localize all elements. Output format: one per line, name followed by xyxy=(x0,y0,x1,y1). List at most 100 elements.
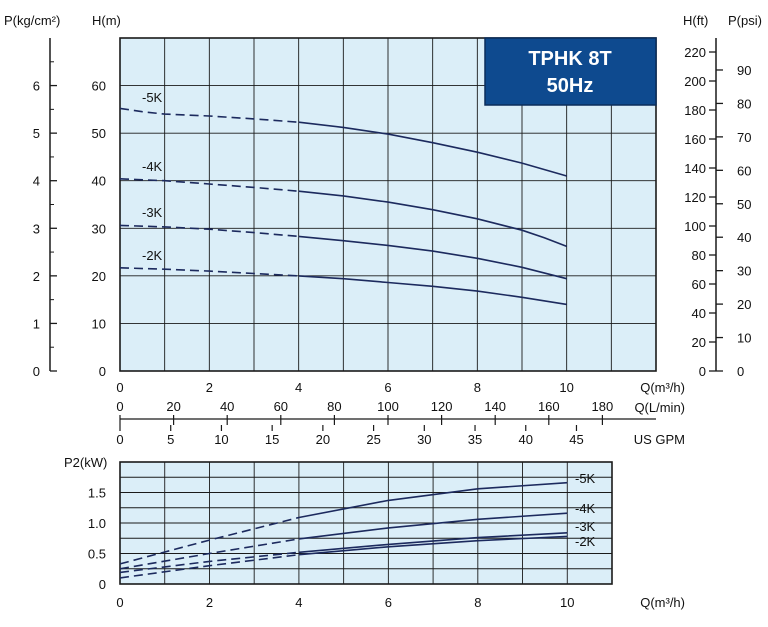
flow-m3h-tick-label: 2 xyxy=(206,380,213,395)
head-tick-label: 50 xyxy=(92,126,106,141)
flow-lmin-tick-label: 120 xyxy=(431,399,453,414)
power-plot-grid xyxy=(120,462,612,584)
power-2k-curve-dashed xyxy=(119,553,299,579)
flow-m3h-tick-label: 0 xyxy=(116,380,123,395)
flow-m3h-tick-label: 8 xyxy=(474,380,481,395)
psi-tick-label: 90 xyxy=(737,63,751,78)
power-flow-tick-label: 10 xyxy=(560,595,574,610)
psi-axis-label: P(psi) xyxy=(728,13,762,28)
power-flow-tick-label: 8 xyxy=(474,595,481,610)
power-tick-label: 0 xyxy=(99,577,106,592)
power-axis-label: P2(kW) xyxy=(64,455,107,470)
head-tick-label: 60 xyxy=(92,79,106,94)
head-ft-axis-label: H(ft) xyxy=(683,13,708,28)
psi-tick-label: 0 xyxy=(737,364,744,379)
model-name: TPHK 8T xyxy=(528,48,611,70)
head-5k-curve-solid xyxy=(298,121,567,177)
power-2k-label: -2K xyxy=(575,534,596,549)
head-3k-curve-dashed xyxy=(119,224,299,238)
psi-tick-label: 70 xyxy=(737,130,751,145)
head-2k-label: -2K xyxy=(142,248,163,263)
power-2k-curve-solid xyxy=(298,535,568,556)
power-5k-curve-dashed xyxy=(119,516,300,565)
power-5k-label: -5K xyxy=(575,471,596,486)
head-4k-label: -4K xyxy=(142,159,163,174)
power-tick-label: 1.0 xyxy=(88,516,106,531)
head-axis-label: H(m) xyxy=(92,13,121,28)
head-tick-label: 0 xyxy=(99,364,106,379)
head-2k-curve-solid xyxy=(298,275,567,306)
flow-lmin-tick-label: 180 xyxy=(592,399,614,414)
left-pressure-tick-label: 5 xyxy=(33,126,40,141)
psi-tick-label: 50 xyxy=(737,197,751,212)
head-tick-label: 20 xyxy=(92,269,106,284)
flow-m3h-tick-label: 10 xyxy=(559,380,573,395)
left-pressure-tick-label: 2 xyxy=(33,269,40,284)
power-flow-tick-label: 6 xyxy=(385,595,392,610)
head-4k-curve-dashed xyxy=(119,178,299,192)
left-pressure-tick-label: 1 xyxy=(33,316,40,331)
power-tick-label: 1.5 xyxy=(88,486,106,501)
head-ft-tick-label: 220 xyxy=(684,45,706,60)
flow-usgpm-tick-label: 10 xyxy=(214,432,228,447)
flow-usgpm-tick-label: 20 xyxy=(316,432,330,447)
left-pressure-tick-label: 6 xyxy=(33,79,40,94)
head-ft-tick-label: 160 xyxy=(684,132,706,147)
head-tick-label: 30 xyxy=(92,221,106,236)
flow-usgpm-tick-label: 0 xyxy=(116,432,123,447)
head-ft-tick-label: 80 xyxy=(692,248,706,263)
power-3k-label: -3K xyxy=(575,519,596,534)
head-ft-tick-label: 200 xyxy=(684,74,706,89)
flow-lmin-tick-label: 40 xyxy=(220,399,234,414)
power-4k-label: -4K xyxy=(575,501,596,516)
head-5k-curve-dashed xyxy=(119,107,299,123)
psi-tick-label: 60 xyxy=(737,163,751,178)
flow-lmin-tick-label: 20 xyxy=(166,399,180,414)
head-ft-tick-label: 100 xyxy=(684,219,706,234)
power-3k-curve-dashed xyxy=(119,551,299,574)
head-tick-label: 40 xyxy=(92,174,106,189)
psi-tick-label: 40 xyxy=(737,230,751,245)
flow-usgpm-tick-label: 30 xyxy=(417,432,431,447)
power-curves: -5K -4K -3K-2K xyxy=(119,471,596,579)
flow-lmin-axis-label: Q(L/min) xyxy=(634,400,685,415)
power-flow-axis-label: Q(m³/h) xyxy=(640,595,685,610)
psi-tick-label: 10 xyxy=(737,331,751,346)
flow-usgpm-tick-label: 35 xyxy=(468,432,482,447)
flow-usgpm-tick-label: 45 xyxy=(569,432,583,447)
head-3k-label: -3K xyxy=(142,205,163,220)
power-4k-curve-dashed xyxy=(119,538,300,570)
flow-lmin-tick-label: 160 xyxy=(538,399,560,414)
frequency-label: 50Hz xyxy=(547,75,594,97)
flow-lmin-tick-label: 100 xyxy=(377,399,399,414)
power-4k-curve-solid xyxy=(298,512,568,540)
head-ft-tick-label: 140 xyxy=(684,161,706,176)
power-plot-axes: 0 0.5 1.0 1.5 0 2 4 6 8 10 xyxy=(88,486,575,611)
left-pressure-tick-label: 3 xyxy=(33,221,40,236)
head-ft-tick-label: 0 xyxy=(699,364,706,379)
power-tick-label: 0.5 xyxy=(88,547,106,562)
left-pressure-tick-label: 0 xyxy=(33,364,40,379)
head-2k-curve-dashed xyxy=(119,267,299,277)
power-flow-tick-label: 2 xyxy=(206,595,213,610)
title-box-background xyxy=(484,37,657,106)
flow-lmin-tick-label: 140 xyxy=(484,399,506,414)
model-title-box: TPHK 8T 50Hz xyxy=(484,37,657,106)
head-5k-label: -5K xyxy=(142,90,163,105)
psi-tick-label: 20 xyxy=(737,297,751,312)
flow-m3h-axis-label: Q(m³/h) xyxy=(640,380,685,395)
psi-tick-label: 80 xyxy=(737,96,751,111)
power-flow-tick-label: 0 xyxy=(116,595,123,610)
power-3k-curve-solid xyxy=(298,532,568,554)
flow-m3h-tick-label: 4 xyxy=(295,380,302,395)
flow-lmin-tick-label: 0 xyxy=(116,399,123,414)
head-ft-tick-label: 40 xyxy=(692,306,706,321)
head-ft-tick-label: 20 xyxy=(692,335,706,350)
power-flow-tick-label: 4 xyxy=(295,595,302,610)
flow-usgpm-tick-label: 15 xyxy=(265,432,279,447)
flow-m3h-tick-label: 6 xyxy=(384,380,391,395)
power-5k-curve-solid xyxy=(298,481,568,519)
flow-usgpm-tick-label: 5 xyxy=(167,432,174,447)
